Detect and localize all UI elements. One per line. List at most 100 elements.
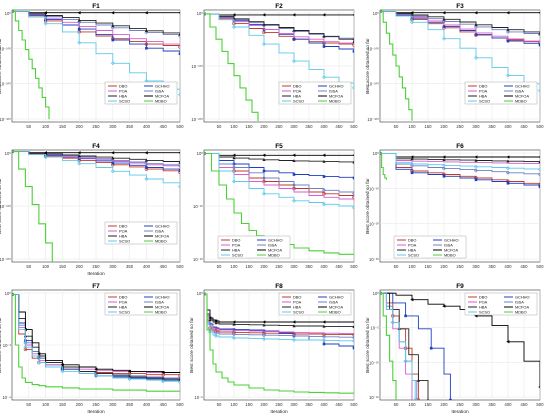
legend-label: GCHHO (444, 238, 458, 243)
x-tick-label: 450 (160, 264, 168, 269)
x-tick-label: 100 (230, 402, 238, 407)
x-tick-label: 250 (275, 264, 283, 269)
y-axis-label: Best score obtained so far (0, 317, 3, 373)
y-tick-label: 10⁻⁵ (194, 395, 203, 400)
marker (351, 37, 354, 42)
marker (474, 11, 478, 15)
marker (177, 375, 180, 381)
marker (178, 371, 180, 374)
marker (127, 369, 131, 373)
x-tick-label: 200 (76, 402, 84, 407)
x-tick-label: 300 (109, 264, 117, 269)
legend-label: POA (293, 300, 302, 305)
marker (322, 159, 326, 163)
legend-label: DBO (119, 295, 127, 300)
marker (474, 155, 478, 159)
x-tick-label: 200 (440, 124, 448, 129)
x-tick-label: 300 (472, 124, 480, 129)
x-tick-label: 350 (488, 124, 496, 129)
series-line-scso (204, 13, 354, 88)
marker (128, 375, 132, 379)
x-tick-label: 100 (408, 402, 416, 407)
series-line-mcfoa (380, 292, 540, 388)
marker (506, 27, 510, 31)
series-line-mdbo (380, 292, 397, 400)
panel-title: F7 (92, 283, 100, 290)
marker (43, 21, 48, 26)
marker (77, 11, 81, 15)
marker (505, 73, 511, 78)
marker (474, 158, 478, 162)
x-tick-label: 250 (92, 402, 100, 407)
marker (232, 156, 236, 160)
series-line-hba (204, 293, 354, 327)
x-tick-label: 200 (260, 124, 268, 129)
x-tick-label: 500 (176, 264, 184, 269)
y-axis-label: Best score obtained so far (0, 178, 3, 234)
series-group (380, 10, 540, 121)
marker (351, 335, 354, 340)
marker (178, 11, 180, 14)
legend-label: MCFOA (155, 305, 169, 310)
legend-label: POA (119, 300, 128, 305)
marker (144, 151, 148, 155)
y-tick-label: 10⁻¹⁰ (369, 360, 379, 365)
x-tick-label: 450 (335, 402, 343, 407)
x-tick-label: 400 (504, 124, 512, 129)
x-tick-label: 450 (335, 124, 343, 129)
y-axis-label: Best score obtained so far (365, 178, 371, 234)
legend-label: GCHHO (515, 295, 529, 300)
marker (178, 45, 180, 49)
marker (77, 18, 81, 22)
marker (291, 182, 297, 188)
legend-label: SCSO (479, 99, 490, 104)
series-line-mdbo (204, 293, 354, 394)
x-tick-label: 100 (230, 124, 238, 129)
x-tick-label: 450 (160, 124, 168, 129)
marker (110, 158, 115, 163)
marker (505, 170, 511, 175)
series-line-mdbo (12, 151, 53, 262)
x-axis-label: Iteration (87, 271, 105, 277)
marker (291, 59, 297, 64)
legend-label: HBA (408, 248, 416, 253)
legend: DBO GCHHO POA ISSA HBA MCFOA SCSO MDBO (393, 235, 467, 259)
marker (178, 378, 180, 382)
y-tick-label: 10⁻⁵ (370, 326, 379, 331)
marker (145, 46, 148, 50)
x-tick-label: 250 (275, 402, 283, 407)
legend-box (104, 221, 178, 245)
legend-label: SCSO (119, 239, 130, 244)
series-group (12, 10, 180, 120)
marker (538, 160, 540, 164)
marker (43, 151, 47, 155)
series-line-scso (380, 10, 540, 91)
y-tick-label: 10⁰ (5, 11, 12, 16)
legend-label: MDBO (268, 253, 280, 258)
marker (409, 161, 415, 167)
legend-label: DBO (479, 295, 487, 300)
marker (111, 38, 115, 42)
marker (60, 363, 64, 367)
marker (261, 333, 267, 338)
x-tick-label: 500 (536, 402, 544, 407)
x-tick-label: 150 (245, 402, 253, 407)
marker (144, 29, 148, 32)
panel-title: F9 (456, 283, 464, 290)
marker (214, 321, 218, 325)
series-line-gchho (380, 292, 451, 400)
marker (538, 11, 540, 14)
marker (441, 19, 447, 24)
series-line-mdbo (204, 13, 259, 121)
marker (262, 153, 266, 157)
y-tick-label: 10⁻³⁰ (369, 257, 379, 262)
legend-label: MCFOA (444, 248, 458, 253)
x-tick-label: 350 (305, 264, 313, 269)
y-tick-label: 10⁻¹⁰⁰ (0, 46, 11, 51)
legend-label: MCFOA (268, 248, 282, 253)
marker (77, 27, 81, 31)
legend-label: POA (232, 243, 241, 248)
x-axis-label: Iteration (87, 409, 105, 415)
marker (442, 304, 446, 308)
